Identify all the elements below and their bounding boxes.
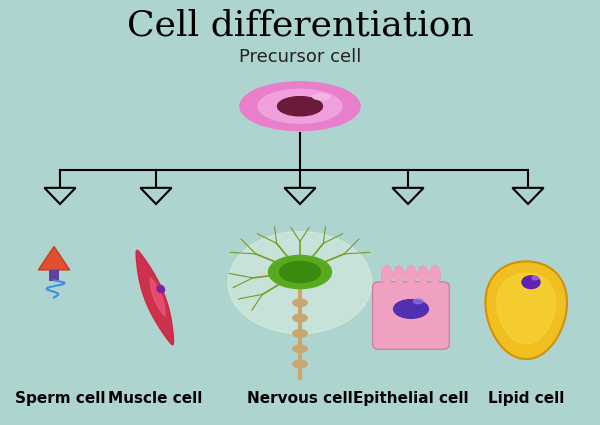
Polygon shape — [38, 246, 70, 270]
Ellipse shape — [293, 360, 307, 368]
Polygon shape — [392, 188, 424, 204]
Ellipse shape — [394, 266, 404, 284]
Ellipse shape — [313, 94, 329, 100]
Text: Cell differentiation: Cell differentiation — [127, 8, 473, 42]
FancyBboxPatch shape — [373, 282, 449, 349]
Ellipse shape — [293, 329, 307, 337]
Ellipse shape — [293, 345, 307, 352]
Polygon shape — [485, 261, 567, 359]
Text: Precursor cell: Precursor cell — [239, 48, 361, 66]
Ellipse shape — [269, 255, 331, 289]
Ellipse shape — [382, 266, 392, 284]
Text: Epithelial cell: Epithelial cell — [353, 391, 469, 406]
Ellipse shape — [240, 82, 360, 131]
Ellipse shape — [157, 285, 164, 293]
Ellipse shape — [293, 299, 307, 306]
Ellipse shape — [280, 261, 320, 283]
Polygon shape — [150, 278, 165, 316]
Polygon shape — [284, 188, 316, 204]
Ellipse shape — [430, 266, 440, 284]
Text: Sperm cell: Sperm cell — [15, 391, 105, 406]
Text: Lipid cell: Lipid cell — [488, 391, 565, 406]
Ellipse shape — [277, 97, 323, 116]
Ellipse shape — [406, 266, 416, 284]
Ellipse shape — [394, 300, 428, 318]
Polygon shape — [497, 273, 556, 344]
Ellipse shape — [293, 314, 307, 322]
Ellipse shape — [228, 232, 372, 334]
Ellipse shape — [522, 276, 540, 289]
Text: Nervous cell: Nervous cell — [247, 391, 353, 406]
Ellipse shape — [418, 266, 428, 284]
Ellipse shape — [258, 89, 342, 123]
Polygon shape — [512, 188, 544, 204]
Polygon shape — [44, 188, 76, 204]
Text: Muscle cell: Muscle cell — [107, 391, 202, 406]
Ellipse shape — [413, 299, 423, 304]
Ellipse shape — [532, 276, 539, 280]
Polygon shape — [140, 188, 172, 204]
Polygon shape — [49, 270, 59, 280]
Polygon shape — [136, 250, 173, 345]
